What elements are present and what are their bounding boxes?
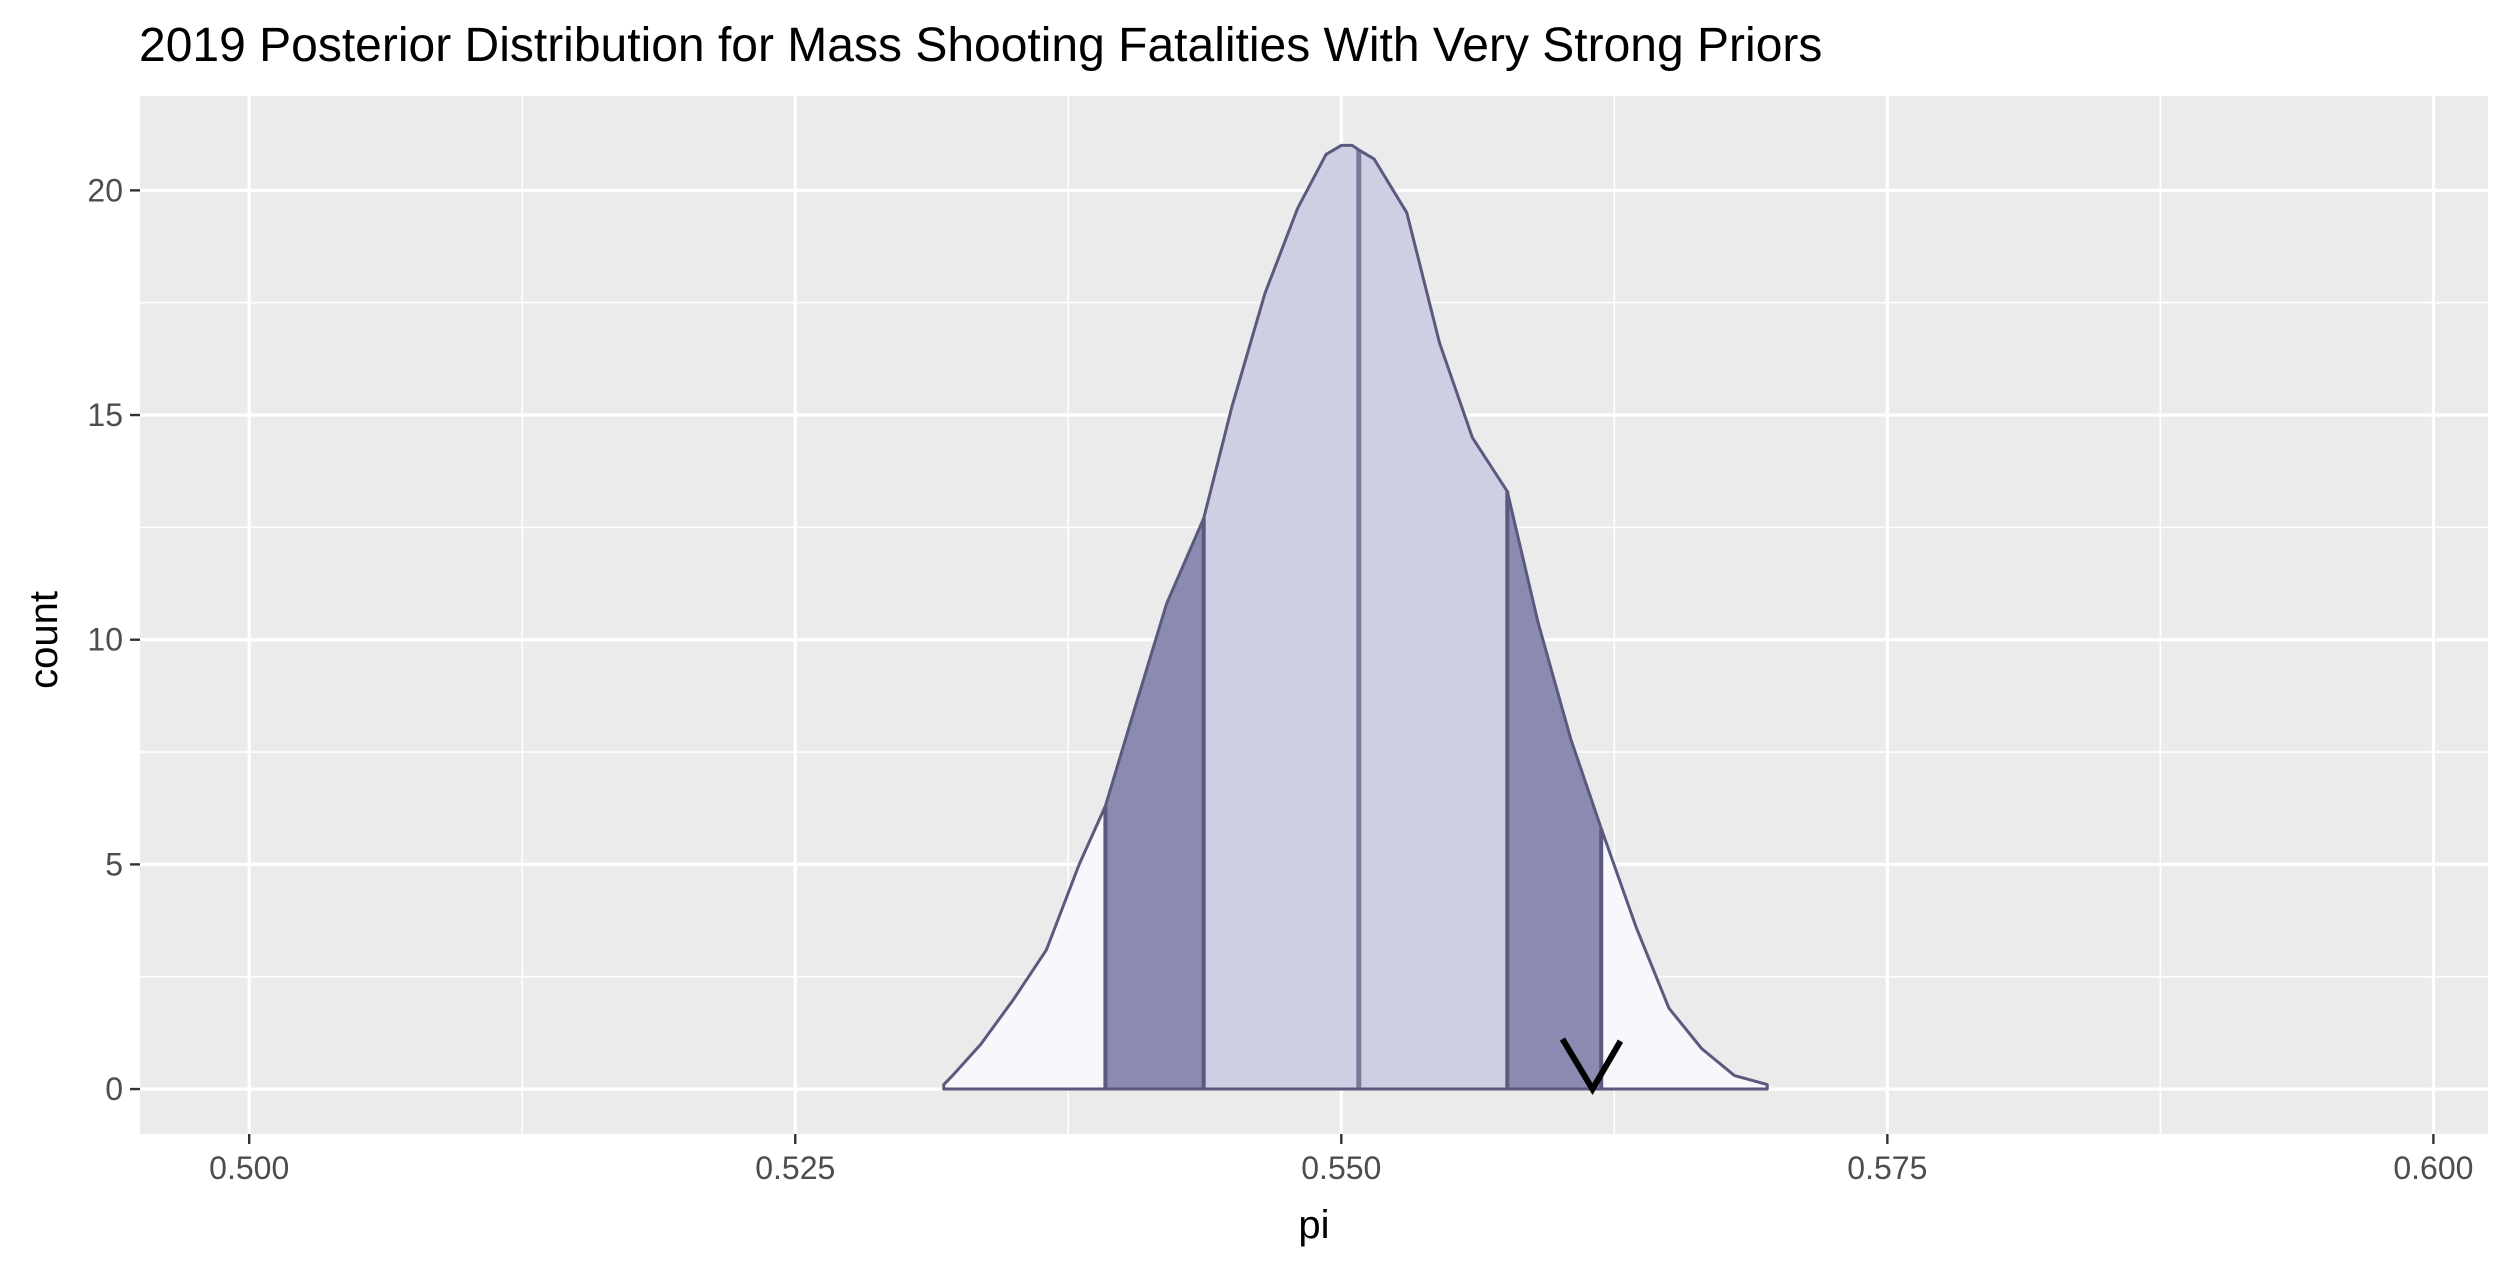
x-tick-label: 0.600 <box>2393 1150 2473 1186</box>
band-inner <box>1203 145 1508 1090</box>
x-tick-label: 0.550 <box>1301 1150 1381 1186</box>
observed-value-marker <box>1559 1037 1624 1095</box>
x-tick-label: 0.575 <box>1847 1150 1927 1186</box>
density-outline <box>942 143 1769 1091</box>
y-tick-label: 5 <box>105 846 123 882</box>
y-axis-ticks: 0 5 10 15 20 <box>87 172 140 1107</box>
y-tick-label: 20 <box>87 172 123 208</box>
x-axis-title: pi <box>1298 1203 1329 1247</box>
y-tick-label: 10 <box>87 622 123 658</box>
x-tick-label: 0.525 <box>755 1150 835 1186</box>
interval-bands <box>943 145 1768 1090</box>
band-outer <box>943 805 1106 1090</box>
y-axis-title: count <box>22 591 66 689</box>
band-middle <box>1507 491 1602 1090</box>
chart-title: 2019 Posterior Distribution for Mass Sho… <box>139 19 1822 72</box>
y-tick-label: 0 <box>105 1071 123 1107</box>
y-tick-label: 15 <box>87 397 123 433</box>
band-outer <box>1601 828 1768 1090</box>
interval-lines <box>1103 149 1604 1090</box>
x-tick-label: 0.500 <box>209 1150 289 1186</box>
x-axis-ticks: 0.500 0.525 0.550 0.575 0.600 <box>209 1134 2473 1186</box>
band-middle <box>1105 518 1204 1090</box>
